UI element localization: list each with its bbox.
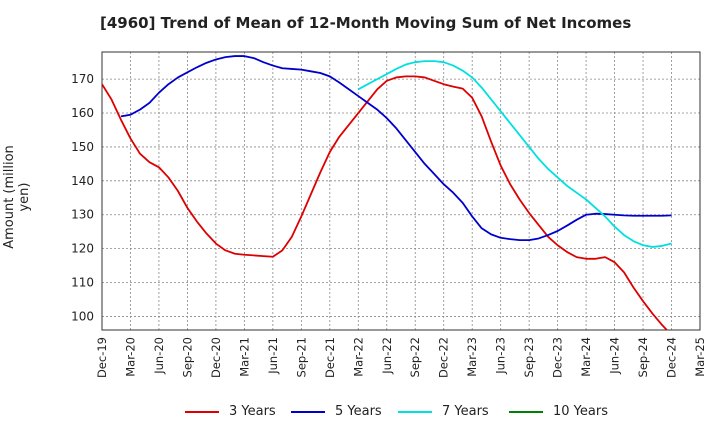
plot-frame <box>101 51 701 331</box>
y-tick-label: 140 <box>71 174 94 188</box>
legend-item: 7 Years <box>398 404 489 419</box>
x-tick-label: Dec-22 <box>437 337 451 378</box>
y-tick-label: 170 <box>71 72 94 86</box>
legend-label: 3 Years <box>229 404 276 419</box>
x-tick-label: Mar-24 <box>579 337 593 377</box>
y-tick-label: 120 <box>71 242 94 256</box>
x-tick-label: Sep-20 <box>180 337 194 377</box>
x-tick-label: Dec-24 <box>665 337 679 378</box>
x-tick-label: Sep-21 <box>294 337 308 377</box>
legend: 3 Years 5 Years 7 Years 10 Years <box>0 404 720 424</box>
legend-item: 3 Years <box>185 404 276 419</box>
x-tick-label: Jun-24 <box>608 337 622 375</box>
legend-swatch <box>291 410 325 413</box>
x-tick-label: Dec-20 <box>209 337 223 378</box>
plot-area <box>102 52 700 330</box>
x-tick-label: Sep-23 <box>522 337 536 377</box>
x-tick-label: Mar-21 <box>237 337 251 377</box>
x-tick-label: Mar-22 <box>351 337 365 377</box>
series-line-5-years <box>120 55 672 242</box>
y-tick-label: 110 <box>71 276 94 290</box>
legend-label: 10 Years <box>553 404 608 419</box>
x-tick-label: Jun-21 <box>266 337 280 375</box>
y-tick-label: 150 <box>71 140 94 154</box>
x-tick-label: Sep-22 <box>408 337 422 377</box>
x-tick-label: Jun-22 <box>380 337 394 375</box>
x-tick-label: Sep-24 <box>636 337 650 377</box>
x-tick-label: Dec-23 <box>551 337 565 378</box>
y-tick-label: 160 <box>71 106 94 120</box>
legend-label: 7 Years <box>442 404 489 419</box>
chart-title: [4960] Trend of Mean of 12-Month Moving … <box>100 14 632 32</box>
series-line-3-years <box>102 75 669 330</box>
legend-swatch <box>185 410 219 413</box>
legend-item: 5 Years <box>291 404 382 419</box>
x-tick-label: Mar-23 <box>465 337 479 377</box>
legend-swatch <box>509 410 543 413</box>
x-tick-label: Jun-23 <box>494 337 508 375</box>
legend-swatch <box>398 410 432 413</box>
x-tick-label: Dec-19 <box>95 337 109 378</box>
x-tick-label: Jun-20 <box>152 337 166 375</box>
y-tick-label: 130 <box>71 208 94 222</box>
series-line-7-years <box>357 60 672 248</box>
legend-label: 5 Years <box>335 404 382 419</box>
x-tick-label: Mar-20 <box>123 337 137 377</box>
y-tick-label: 100 <box>71 309 94 323</box>
x-tick-label: Mar-25 <box>693 337 707 377</box>
x-tick-label: Dec-21 <box>323 337 337 378</box>
legend-item: 10 Years <box>509 404 608 419</box>
